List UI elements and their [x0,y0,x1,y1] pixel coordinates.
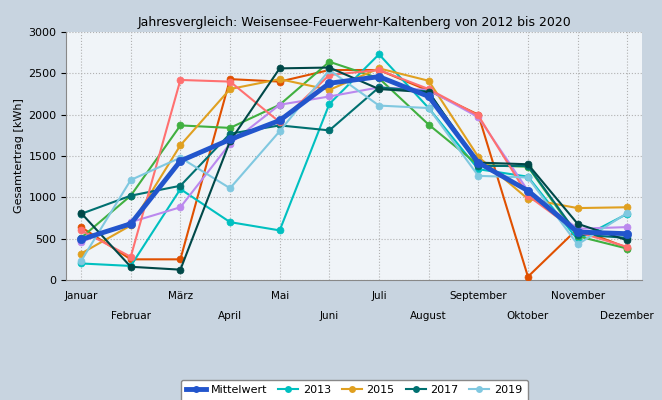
Title: Jahresvergleich: Weisensee-Feuerwehr-Kaltenberg von 2012 bis 2020: Jahresvergleich: Weisensee-Feuerwehr-Kal… [137,16,571,30]
Text: Mai: Mai [271,291,289,301]
Text: Dezember: Dezember [600,310,654,320]
Text: Februar: Februar [111,310,151,320]
Text: Juli: Juli [371,291,387,301]
Text: Oktober: Oktober [507,310,549,320]
Text: September: September [449,291,507,301]
Legend: Mittelwert, 2012, 2013, 2014, 2015, 2016, 2017, 2018, 2019, 2020: Mittelwert, 2012, 2013, 2014, 2015, 2016… [181,380,528,400]
Y-axis label: Gesamtertrag [kWh]: Gesamtertrag [kWh] [14,98,24,214]
Text: Juni: Juni [320,310,339,320]
Text: März: März [168,291,193,301]
Text: November: November [551,291,604,301]
Text: Januar: Januar [64,291,98,301]
Text: April: April [218,310,242,320]
Text: August: August [410,310,447,320]
